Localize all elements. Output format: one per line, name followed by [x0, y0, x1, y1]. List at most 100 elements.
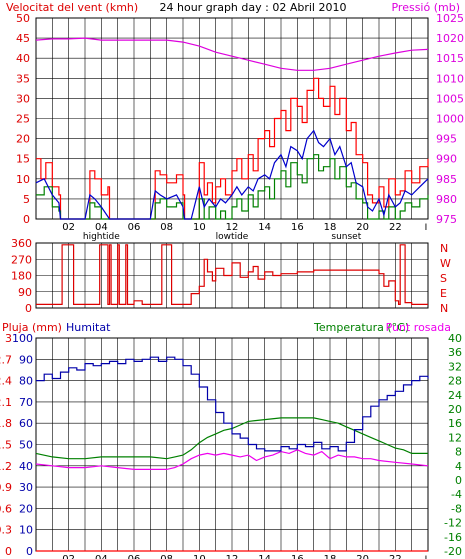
humidity-panel-xtick-label: 08 [160, 554, 173, 559]
temp-ytick-label: -12 [444, 517, 462, 530]
rain-ytick-label: 3 [5, 332, 12, 345]
humidity-axis-label: Humitat [66, 321, 111, 334]
temp-ytick-label: 0 [455, 474, 462, 487]
rain-ytick-label: 1.8 [0, 417, 12, 430]
pressure-ytick-label: 990 [436, 153, 457, 166]
humidity-ytick-label: 100 [12, 332, 33, 345]
direction-ytick-label: 0 [25, 302, 32, 315]
temperature-line [35, 417, 428, 460]
wind-ytick-label: 30 [16, 92, 30, 105]
wind-panel-xtick-label: 10 [193, 222, 206, 233]
humidity-panel-xtick-label: 02 [62, 554, 75, 559]
direction-ytick-label: 90 [18, 286, 32, 299]
pressure-line [35, 37, 429, 71]
wind-ytick-label: 10 [16, 173, 30, 186]
rain-ytick-label: 2.1 [0, 396, 12, 409]
temp-ytick-label: 36 [448, 346, 462, 359]
wind-panel-tide-marker: hightide [83, 232, 120, 242]
plot-layer: 0510152025303540455097598098599099510001… [0, 12, 464, 559]
humidity-panel-xtick-label: 04 [95, 554, 108, 559]
humidity-panel-xtick-label: 12 [226, 554, 239, 559]
wind-panel-xtick-label: 04 [95, 222, 108, 233]
wind-panel-xtick-label: 02 [62, 222, 75, 233]
pressure-ytick-label: 995 [436, 133, 457, 146]
wind-panel-xtick-label: 12 [226, 222, 239, 233]
dewpoint-axis-label: Punt rosada [386, 321, 451, 334]
rain-axis-label: Pluja (mm) [2, 321, 62, 334]
direction-panel-frame [35, 242, 429, 309]
direction-ytick-label: 270 [11, 253, 32, 266]
compass-label: W [440, 257, 451, 270]
wind-panel-xtick-label: 06 [128, 222, 141, 233]
wind-avg-line [35, 129, 429, 220]
rain-ytick-label: 2.7 [0, 353, 12, 366]
temp-ytick-label: 28 [448, 375, 462, 388]
humidity-ytick-label: 40 [19, 460, 33, 473]
wind-ytick-label: 45 [16, 32, 30, 45]
direction-ytick-label: 360 [11, 237, 32, 250]
humidity-ytick-label: 10 [19, 524, 33, 537]
temp-ytick-label: 12 [448, 431, 462, 444]
wind-ytick-label: 40 [16, 52, 30, 65]
temp-ytick-label: 16 [448, 417, 462, 430]
temp-ytick-label: -4 [451, 488, 462, 501]
humidity-ytick-label: 20 [19, 502, 33, 515]
pressure-ytick-label: 1015 [436, 52, 464, 65]
wind-ytick-label: 25 [16, 113, 30, 126]
humidity-panel-xtick-label: 06 [128, 554, 141, 559]
humidity-ytick-label: 90 [19, 353, 33, 366]
pressure-ytick-label: 1000 [436, 113, 464, 126]
pressure-ytick-label: 1010 [436, 72, 464, 85]
temp-ytick-label: -20 [444, 545, 462, 558]
wind-ytick-label: 50 [16, 12, 30, 25]
temp-ytick-label: 40 [448, 332, 462, 345]
wind-panel-xtick-label: 08 [160, 222, 173, 233]
rain-ytick-label: 0.6 [0, 502, 12, 515]
wind-panel-xtick-label: 22 [389, 222, 402, 233]
wind-ytick-label: 5 [23, 193, 30, 206]
compass-label: N [440, 302, 448, 315]
temp-ytick-label: -16 [444, 531, 462, 544]
wind-ytick-label: 20 [16, 133, 30, 146]
temp-ytick-label: 20 [448, 403, 462, 416]
wind-ytick-label: 0 [23, 213, 30, 226]
temp-ytick-label: 32 [448, 360, 462, 373]
dewpoint-line [35, 449, 429, 470]
pressure-ytick-label: 1020 [436, 32, 464, 45]
humidity-panel-xtick-label: 20 [356, 554, 369, 559]
humidity-line [36, 356, 429, 452]
temp-ytick-label: 4 [455, 460, 462, 473]
rain-ytick-label: 2.4 [0, 375, 12, 388]
humidity-panel-xtick-label: 18 [324, 554, 337, 559]
wind-ytick-label: 15 [16, 153, 30, 166]
humidity-ytick-label: 80 [19, 375, 33, 388]
rain-ytick-label: 1.2 [0, 460, 12, 473]
temp-ytick-label: 24 [448, 389, 462, 402]
wind-panel-end-marker: I [425, 223, 428, 233]
compass-label: N [440, 242, 448, 255]
wind-panel-tide-marker: sunset [331, 232, 361, 242]
rain-ytick-label: 0 [5, 545, 12, 558]
humidity-panel-xtick-label: 14 [258, 554, 271, 559]
pressure-ytick-label: 985 [436, 173, 457, 186]
humidity-panel-xtick-label: 10 [193, 554, 206, 559]
wind-panel-tide-marker: lowtide [216, 232, 249, 242]
compass-label: S [440, 272, 447, 285]
pressure-ytick-label: 975 [436, 213, 457, 226]
humidity-panel-end-marker: I [425, 555, 428, 559]
temp-ytick-label: -8 [451, 502, 462, 515]
pressure-axis-label: Pressió (mb) [391, 1, 460, 14]
wind-gust-line [36, 77, 429, 220]
temperature-axis-label: Temperatura (°C) [313, 321, 409, 334]
wind-panel-xtick-label: 20 [356, 222, 369, 233]
wind-direction-line [36, 244, 428, 305]
wind-axis-label: Velocitat del vent (kmh) [6, 1, 138, 14]
humidity-ytick-label: 30 [19, 481, 33, 494]
wind-panel-xtick-label: 16 [291, 222, 304, 233]
wind-ytick-label: 35 [16, 72, 30, 85]
humidity-ytick-label: 70 [19, 396, 33, 409]
humidity-ytick-label: 50 [19, 439, 33, 452]
humidity-panel-xtick-label: 22 [389, 554, 402, 559]
wind-panel-xtick-label: 18 [324, 222, 337, 233]
